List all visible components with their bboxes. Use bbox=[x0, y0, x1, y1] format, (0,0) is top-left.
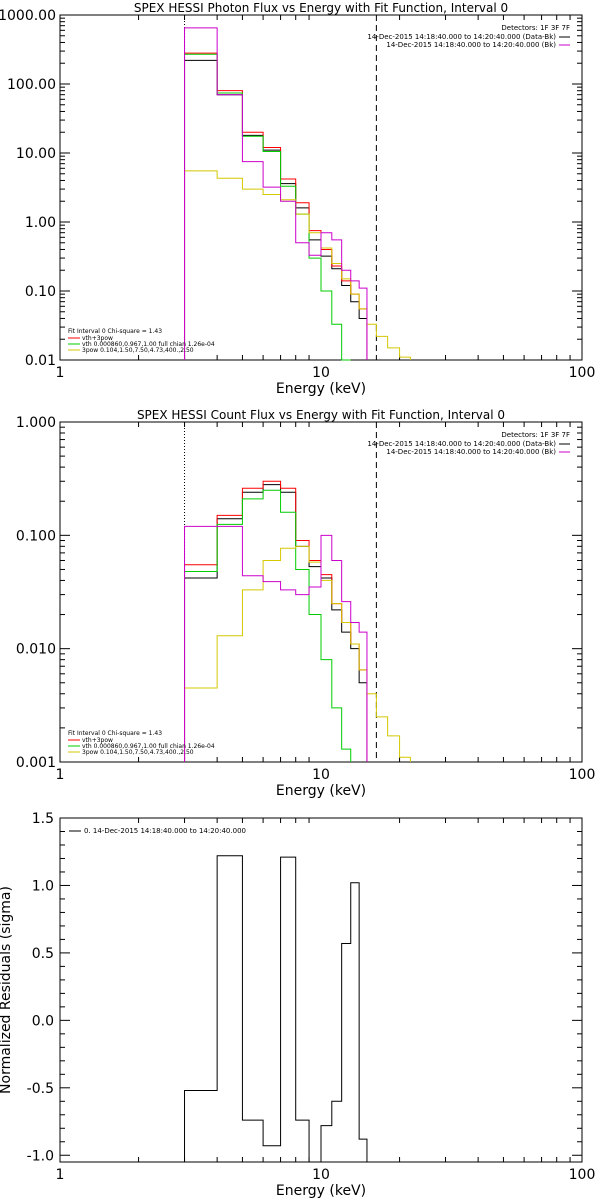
legend-entry: 14-Dec-2015 14:18:40.000 to 14:20:40.000… bbox=[386, 41, 556, 49]
series-group bbox=[184, 855, 368, 1163]
legend-detectors: Detectors: 1F 3F 7F bbox=[501, 431, 570, 439]
y-tick-label: 0.0 bbox=[32, 1013, 54, 1029]
legend-entry: 3pow 0.104,1.50,7.50,4.73,400.,2.50 bbox=[82, 749, 194, 756]
x-axis: 1 10 100 bbox=[56, 818, 596, 1183]
x-tick-label: 10 bbox=[312, 1167, 330, 1183]
y-tick-label: 0.001 bbox=[16, 755, 56, 771]
series-group bbox=[184, 27, 411, 361]
y-tick-label: 0.010 bbox=[16, 642, 56, 658]
y-tick-label: 1.000 bbox=[16, 415, 56, 431]
x-tick-label: 100 bbox=[569, 767, 596, 783]
x-axis-label: Energy (keV) bbox=[276, 381, 366, 397]
y-tick-label: 0.01 bbox=[25, 353, 56, 369]
y-tick-label: -0.5 bbox=[27, 1081, 54, 1097]
plot-frame bbox=[59, 817, 583, 1163]
y-axis: 1000.00 100.00 10.00 1.00 0.10 0.01 bbox=[0, 8, 582, 369]
series-line-2 bbox=[184, 489, 352, 762]
legend-entry: vth+3pow bbox=[82, 335, 113, 342]
y-tick-label: 1.5 bbox=[32, 811, 54, 827]
legend-top-left: 0. 14-Dec-2015 14:18:40.000 to 14:20:40.… bbox=[69, 827, 246, 835]
chart-title: SPEX HESSI Photon Flux vs Energy with Fi… bbox=[134, 1, 508, 15]
x-axis-label: Energy (keV) bbox=[276, 1183, 366, 1199]
y-tick-label: 1.0 bbox=[32, 878, 54, 894]
x-tick-label: 1 bbox=[56, 767, 65, 783]
legend-header: Fit Interval 0 Chi-square = 1.43 bbox=[68, 328, 162, 335]
x-axis-label: Energy (keV) bbox=[276, 783, 366, 799]
y-tick-label: 0.10 bbox=[25, 284, 56, 300]
legend-entry: 14-Dec-2015 14:18:40.000 to 14:20:40.000… bbox=[367, 33, 556, 41]
x-tick-label: 10 bbox=[312, 767, 330, 783]
series-line-3 bbox=[184, 170, 411, 360]
panel-3: 1 10 100 Energy (keV) 1.5 1.0 0.5 0.0 -0.5 -1.0 No… bbox=[0, 811, 595, 1199]
legend-entry: vth 0.000860,0.967,1.00 full chian 1.26e… bbox=[82, 743, 215, 750]
series-line-0 bbox=[184, 59, 368, 360]
x-axis: 1 10 100 bbox=[56, 422, 596, 783]
panel-2: SPEX HESSI Count Flux vs Energy with Fit… bbox=[16, 408, 595, 799]
series-line-0 bbox=[184, 855, 368, 1163]
y-tick-label: 1000.00 bbox=[0, 8, 56, 24]
x-tick-label: 100 bbox=[569, 365, 596, 381]
legend-entry: 3pow 0.104,1.50,7.50,4.73,400.,2.50 bbox=[82, 347, 194, 354]
legend-entry: 14-Dec-2015 14:18:40.000 to 14:20:40.000… bbox=[386, 448, 556, 456]
y-axis-label: Normalized Residuals (sigma) bbox=[0, 886, 14, 1094]
legend-entry: vth 0.000860,0.967,1.00 full chian 1.26e… bbox=[82, 341, 215, 348]
x-tick-label: 1 bbox=[56, 1167, 65, 1183]
y-tick-label: 10.00 bbox=[16, 146, 56, 162]
series-line-1 bbox=[184, 52, 368, 360]
x-tick-label: 100 bbox=[569, 1167, 596, 1183]
legend-bottom-left: Fit Interval 0 Chi-square = 1.43vth+3pow… bbox=[68, 328, 215, 354]
x-axis: 1 10 100 bbox=[56, 15, 596, 381]
series-line-4 bbox=[184, 27, 368, 360]
legend-bottom-left: Fit Interval 0 Chi-square = 1.43vth+3pow… bbox=[68, 730, 215, 756]
series-line-1 bbox=[184, 480, 368, 762]
series-line-4 bbox=[184, 525, 368, 762]
y-tick-label: 100.00 bbox=[7, 77, 56, 93]
legend-entry: 0. 14-Dec-2015 14:18:40.000 to 14:20:40.… bbox=[84, 827, 246, 835]
series-line-2 bbox=[184, 53, 351, 361]
chart-title: SPEX HESSI Count Flux vs Energy with Fit… bbox=[137, 408, 505, 422]
y-tick-label: 0.5 bbox=[32, 946, 54, 962]
y-axis: 1.5 1.0 0.5 0.0 -0.5 -1.0 bbox=[27, 811, 582, 1164]
legend-entry: 14-Dec-2015 14:18:40.000 to 14:20:40.000… bbox=[367, 440, 556, 448]
series-group bbox=[184, 480, 411, 762]
y-axis: 1.000 0.100 0.010 0.001 bbox=[16, 415, 582, 771]
x-tick-label: 1 bbox=[56, 365, 65, 381]
y-tick-label: 0.100 bbox=[16, 528, 56, 544]
series-line-3 bbox=[184, 545, 411, 762]
plot-frame bbox=[59, 421, 583, 763]
x-tick-label: 10 bbox=[312, 365, 330, 381]
legend-detectors: Detectors: 1F 3F 7F bbox=[501, 24, 570, 32]
panel-1: SPEX HESSI Photon Flux vs Energy with Fi… bbox=[0, 1, 595, 397]
legend-header: Fit Interval 0 Chi-square = 1.43 bbox=[68, 730, 162, 737]
legend-entry: vth+3pow bbox=[82, 737, 113, 744]
plot-frame bbox=[59, 14, 583, 361]
y-tick-label: -1.0 bbox=[27, 1148, 54, 1164]
y-tick-label: 1.00 bbox=[25, 215, 56, 231]
